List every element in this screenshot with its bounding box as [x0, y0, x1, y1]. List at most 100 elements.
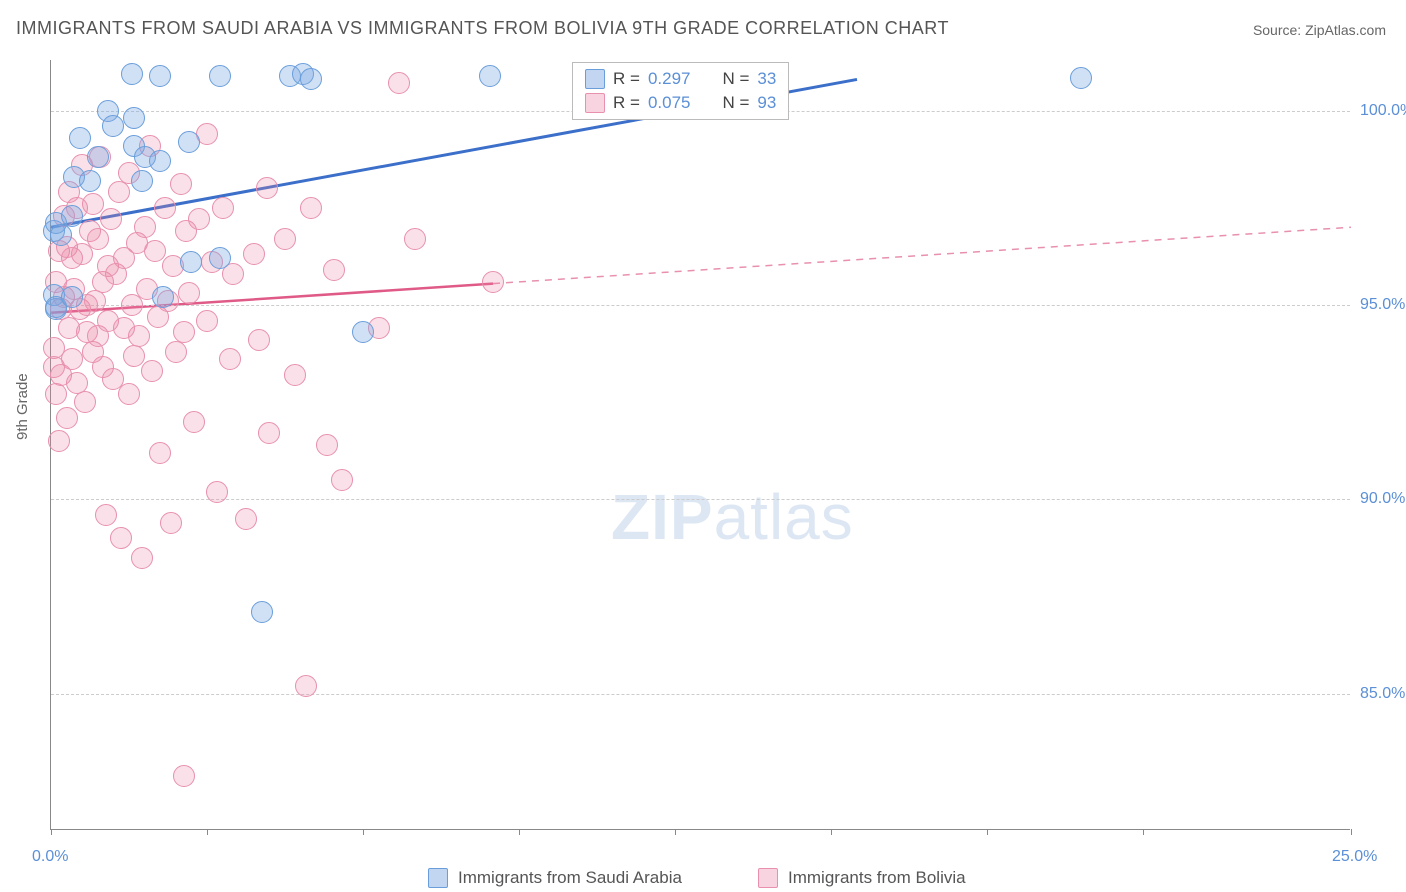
scatter-point	[256, 177, 278, 199]
scatter-point	[235, 508, 257, 530]
scatter-point	[248, 329, 270, 351]
scatter-point	[274, 228, 296, 250]
chart-plot-area: ZIPatlas	[50, 60, 1350, 830]
scatter-point	[74, 391, 96, 413]
scatter-point	[48, 430, 70, 452]
scatter-point	[243, 243, 265, 265]
scatter-point	[87, 146, 109, 168]
correlation-legend-box: R = 0.297 N = 33 R = 0.075 N = 93	[572, 62, 789, 120]
x-tick	[51, 829, 52, 835]
scatter-point	[154, 197, 176, 219]
legend-label-bolivia: Immigrants from Bolivia	[788, 868, 966, 888]
legend-row-bolivia: R = 0.075 N = 93	[585, 91, 776, 115]
scatter-point	[295, 675, 317, 697]
bottom-legend-saudi: Immigrants from Saudi Arabia	[428, 868, 682, 888]
chart-title: IMMIGRANTS FROM SAUDI ARABIA VS IMMIGRAN…	[16, 18, 949, 39]
scatter-point	[209, 65, 231, 87]
scatter-point	[87, 228, 109, 250]
scatter-point	[404, 228, 426, 250]
scatter-point	[131, 547, 153, 569]
n-label: N =	[722, 93, 749, 113]
trend-lines-svg	[51, 60, 1351, 830]
x-tick	[1351, 829, 1352, 835]
scatter-point	[149, 150, 171, 172]
scatter-point	[61, 286, 83, 308]
x-tick-label: 0.0%	[32, 848, 68, 866]
scatter-point	[82, 193, 104, 215]
legend-row-saudi: R = 0.297 N = 33	[585, 67, 776, 91]
scatter-point	[95, 504, 117, 526]
gridline-h	[51, 305, 1350, 306]
r-value-bolivia: 0.075	[648, 93, 691, 113]
scatter-point	[61, 348, 83, 370]
scatter-point	[482, 271, 504, 293]
scatter-point	[152, 286, 174, 308]
scatter-point	[134, 216, 156, 238]
watermark-part1: ZIP	[611, 481, 714, 553]
scatter-point	[388, 72, 410, 94]
n-value-bolivia: 93	[757, 93, 776, 113]
scatter-point	[149, 442, 171, 464]
source-name: ZipAtlas.com	[1305, 22, 1386, 38]
scatter-point	[284, 364, 306, 386]
x-tick-label: 25.0%	[1332, 848, 1377, 866]
scatter-point	[180, 251, 202, 273]
scatter-point	[173, 765, 195, 787]
scatter-point	[100, 208, 122, 230]
scatter-point	[258, 422, 280, 444]
scatter-point	[108, 181, 130, 203]
scatter-point	[102, 115, 124, 137]
scatter-point	[160, 512, 182, 534]
scatter-point	[178, 131, 200, 153]
bottom-legend-bolivia: Immigrants from Bolivia	[758, 868, 966, 888]
x-tick	[207, 829, 208, 835]
scatter-point	[110, 527, 132, 549]
r-label: R =	[613, 93, 640, 113]
y-axis-label: 9th Grade	[14, 373, 31, 440]
scatter-point	[61, 205, 83, 227]
scatter-point	[79, 170, 101, 192]
scatter-point	[141, 360, 163, 382]
y-tick-label: 85.0%	[1360, 685, 1405, 703]
scatter-point	[196, 310, 218, 332]
scatter-point	[1070, 67, 1092, 89]
gridline-h	[51, 499, 1350, 500]
scatter-point	[183, 411, 205, 433]
scatter-point	[121, 63, 143, 85]
y-tick-label: 100.0%	[1360, 102, 1406, 120]
scatter-point	[45, 383, 67, 405]
x-tick	[1143, 829, 1144, 835]
watermark: ZIPatlas	[611, 480, 854, 554]
scatter-point	[219, 348, 241, 370]
scatter-point	[212, 197, 234, 219]
scatter-point	[144, 240, 166, 262]
scatter-point	[178, 282, 200, 304]
x-tick	[675, 829, 676, 835]
legend-label-saudi: Immigrants from Saudi Arabia	[458, 868, 682, 888]
scatter-point	[316, 434, 338, 456]
scatter-point	[188, 208, 210, 230]
r-value-saudi: 0.297	[648, 69, 691, 89]
swatch-pink	[758, 868, 778, 888]
swatch-blue	[585, 69, 605, 89]
scatter-point	[84, 290, 106, 312]
scatter-point	[56, 407, 78, 429]
x-tick	[519, 829, 520, 835]
n-label: N =	[722, 69, 749, 89]
scatter-point	[352, 321, 374, 343]
scatter-point	[118, 383, 140, 405]
watermark-part2: atlas	[714, 481, 854, 553]
scatter-point	[173, 321, 195, 343]
scatter-point	[300, 68, 322, 90]
x-tick	[987, 829, 988, 835]
swatch-blue	[428, 868, 448, 888]
scatter-point	[206, 481, 228, 503]
scatter-point	[123, 107, 145, 129]
scatter-point	[123, 345, 145, 367]
scatter-point	[131, 170, 153, 192]
scatter-point	[128, 325, 150, 347]
scatter-point	[170, 173, 192, 195]
scatter-point	[69, 127, 91, 149]
x-tick	[831, 829, 832, 835]
gridline-h	[51, 694, 1350, 695]
